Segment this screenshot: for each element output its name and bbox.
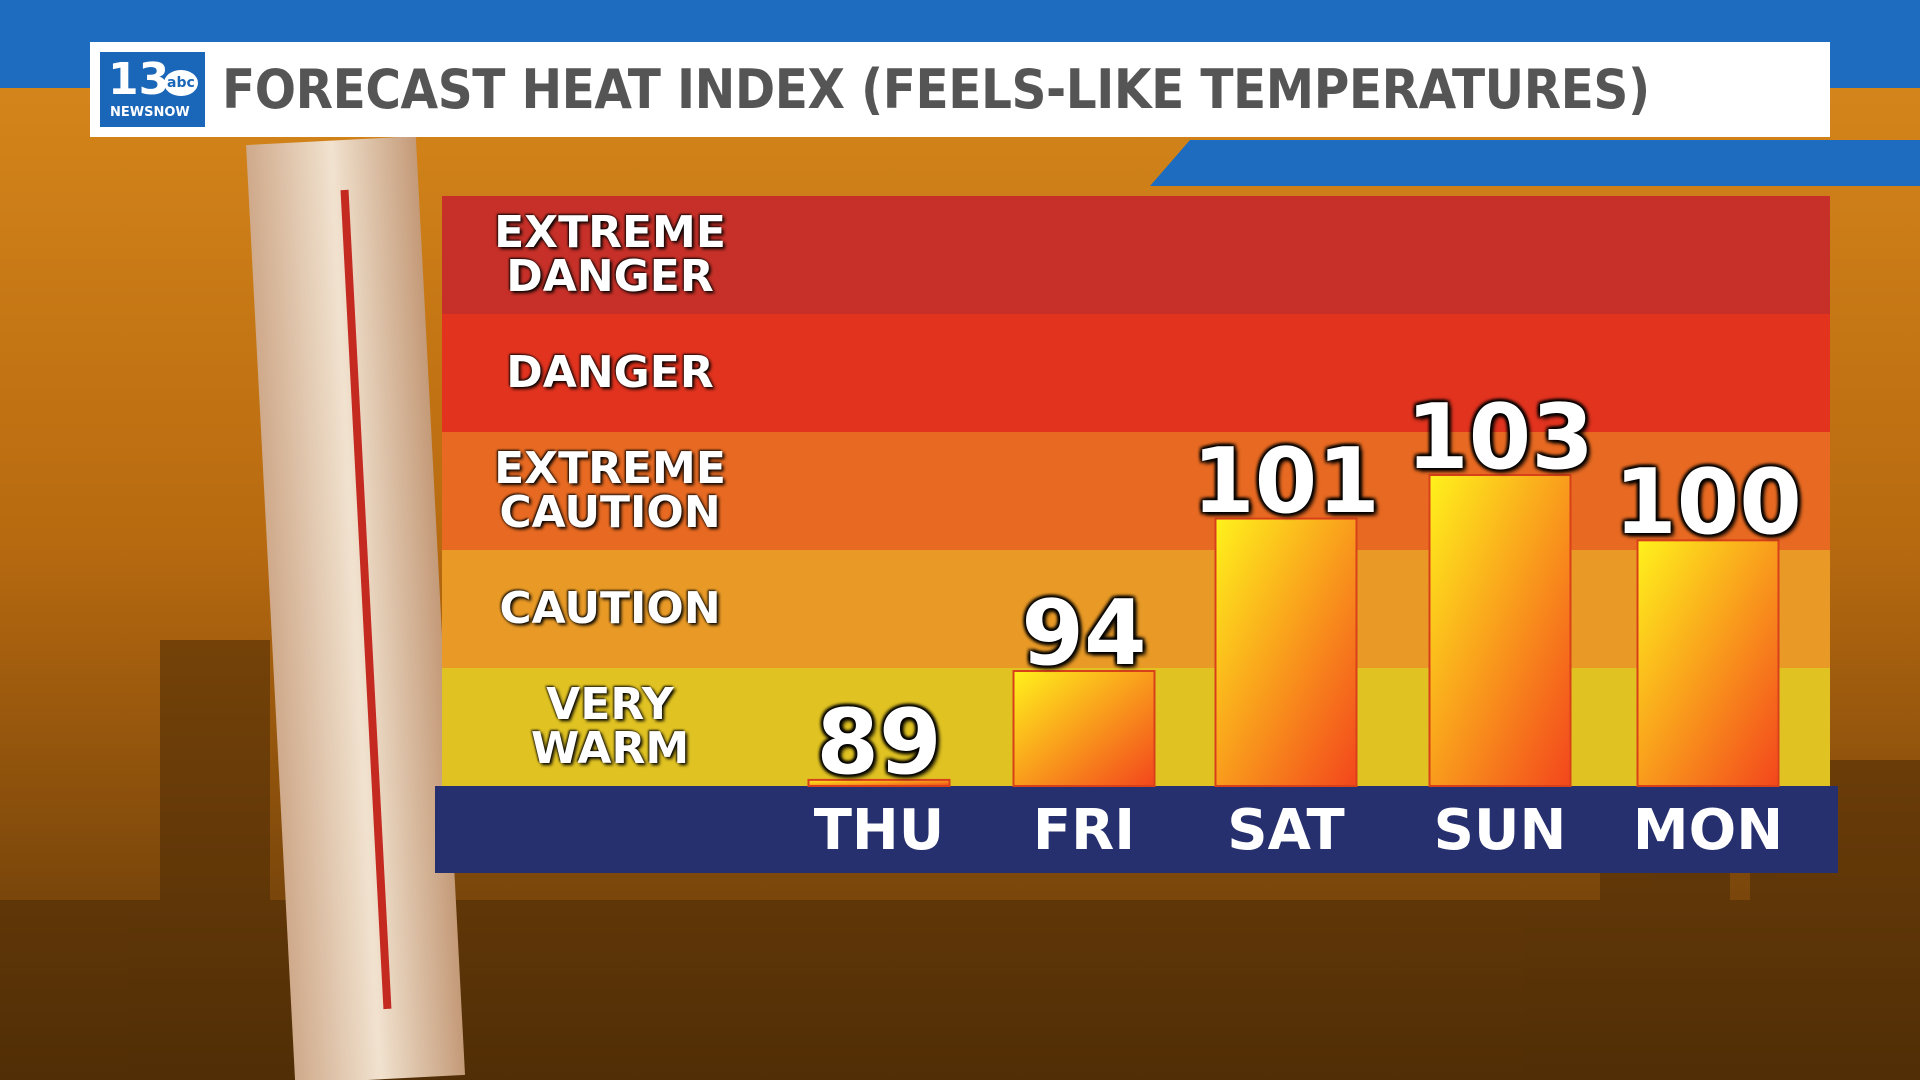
- band-label: EXTREME DANGER: [494, 207, 726, 302]
- accent-stripe: [1150, 140, 1920, 186]
- value-label: 103: [1406, 385, 1594, 490]
- x-tick-label: SAT: [1227, 798, 1345, 863]
- x-tick-label: SUN: [1433, 798, 1567, 863]
- band-label: DANGER: [506, 347, 714, 398]
- logo-brand: NEWSNOW: [110, 105, 190, 120]
- bar: [1214, 517, 1358, 787]
- thermometer: [246, 136, 466, 1080]
- risk-band: [442, 196, 1830, 315]
- bar: [1428, 474, 1572, 787]
- band-label: VERY WARM: [530, 679, 690, 774]
- value-label: 89: [816, 689, 942, 795]
- value-label: 94: [1021, 581, 1147, 686]
- risk-band: [442, 432, 1830, 551]
- risk-band: [442, 550, 1830, 669]
- risk-band: [442, 314, 1830, 433]
- band-label: EXTREME CAUTION: [494, 443, 726, 538]
- chart-title: FORECAST HEAT INDEX (FEELS-LIKE TEMPERAT…: [222, 58, 1650, 121]
- title-bar: [90, 42, 1830, 137]
- x-tick-label: THU: [813, 798, 945, 863]
- day-strip: [435, 786, 1838, 873]
- thermometer-tube: [340, 189, 392, 1010]
- logo: 13 abc NEWSNOW: [100, 52, 205, 127]
- logo-network: abc: [164, 70, 198, 96]
- band-label: CAUTION: [499, 583, 721, 634]
- logo-number: 13: [108, 54, 170, 105]
- bar: [807, 778, 951, 788]
- x-tick-label: FRI: [1032, 798, 1136, 863]
- bar: [1012, 670, 1156, 788]
- x-tick-label: MON: [1632, 798, 1784, 863]
- value-label: 101: [1192, 428, 1380, 534]
- value-label: 100: [1614, 450, 1802, 556]
- bar: [1636, 539, 1780, 787]
